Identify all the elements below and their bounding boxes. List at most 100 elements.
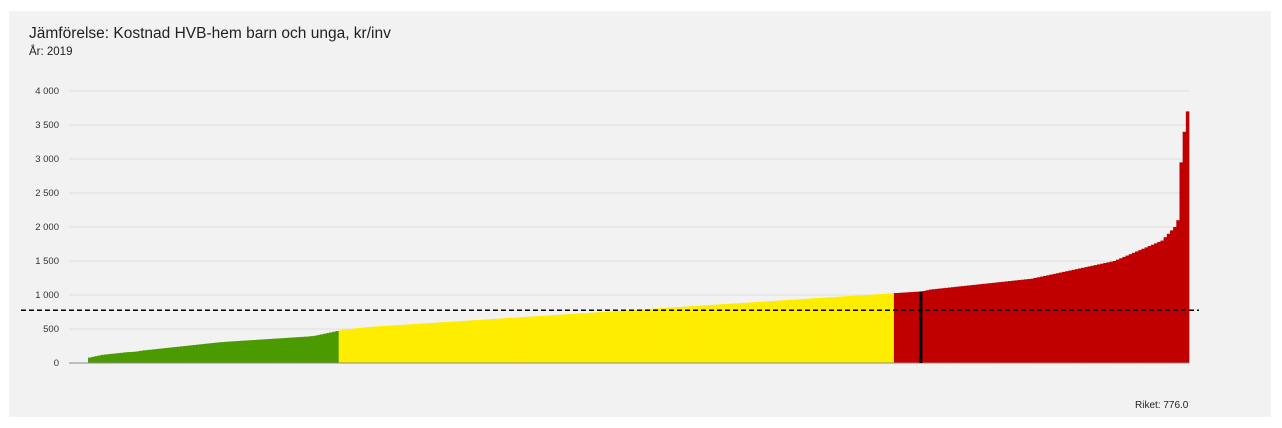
bar[interactable] bbox=[903, 292, 907, 363]
bar[interactable] bbox=[237, 340, 241, 363]
bar[interactable] bbox=[1049, 274, 1053, 363]
bar[interactable] bbox=[268, 338, 273, 363]
bar[interactable] bbox=[243, 340, 248, 363]
bar[interactable] bbox=[510, 317, 514, 363]
bar[interactable] bbox=[199, 344, 203, 363]
bar[interactable] bbox=[1033, 278, 1038, 363]
bar[interactable] bbox=[122, 352, 127, 363]
bar[interactable] bbox=[481, 319, 485, 363]
bar[interactable] bbox=[941, 288, 946, 363]
bar[interactable] bbox=[954, 286, 958, 363]
bar[interactable] bbox=[1043, 275, 1047, 363]
bar[interactable] bbox=[614, 311, 619, 363]
bar[interactable] bbox=[1116, 259, 1120, 363]
bar[interactable] bbox=[1008, 281, 1012, 363]
bar[interactable] bbox=[662, 307, 666, 363]
bar[interactable] bbox=[668, 307, 673, 363]
bar[interactable] bbox=[475, 320, 479, 363]
bar[interactable] bbox=[265, 339, 270, 363]
bar[interactable] bbox=[354, 328, 359, 363]
bar[interactable] bbox=[909, 292, 914, 363]
bar[interactable] bbox=[154, 349, 159, 363]
bar[interactable] bbox=[1182, 131, 1187, 363]
bar[interactable] bbox=[487, 319, 492, 363]
bar[interactable] bbox=[900, 292, 904, 363]
bar[interactable] bbox=[322, 333, 327, 363]
bar[interactable] bbox=[1081, 267, 1085, 363]
bar[interactable] bbox=[754, 302, 758, 363]
bar[interactable] bbox=[735, 303, 739, 363]
bar[interactable] bbox=[576, 313, 581, 364]
bar[interactable] bbox=[373, 326, 378, 363]
bar[interactable] bbox=[297, 337, 301, 363]
bar[interactable] bbox=[202, 343, 206, 363]
bar[interactable] bbox=[963, 285, 968, 363]
bar[interactable] bbox=[138, 350, 143, 363]
bar[interactable] bbox=[262, 339, 267, 363]
bar[interactable] bbox=[779, 300, 784, 363]
bar[interactable] bbox=[1052, 273, 1057, 363]
bar[interactable] bbox=[313, 335, 317, 363]
bar[interactable] bbox=[103, 354, 108, 364]
bar[interactable] bbox=[494, 318, 498, 363]
bar[interactable] bbox=[151, 349, 156, 363]
bar[interactable] bbox=[427, 323, 432, 363]
bar[interactable] bbox=[97, 355, 102, 363]
bar[interactable] bbox=[164, 348, 168, 363]
bar[interactable] bbox=[649, 308, 654, 363]
bar[interactable] bbox=[833, 296, 838, 363]
bar[interactable] bbox=[741, 302, 746, 363]
bar[interactable] bbox=[725, 303, 730, 363]
bar[interactable] bbox=[970, 285, 974, 363]
bar[interactable] bbox=[1138, 250, 1142, 363]
bar[interactable] bbox=[690, 306, 695, 363]
bar[interactable] bbox=[360, 327, 365, 363]
bar[interactable] bbox=[1039, 276, 1044, 363]
bar[interactable] bbox=[148, 349, 152, 363]
bar[interactable] bbox=[1093, 265, 1098, 363]
bar[interactable] bbox=[1090, 265, 1095, 363]
bar[interactable] bbox=[836, 296, 841, 363]
bar[interactable] bbox=[995, 282, 999, 363]
bar[interactable] bbox=[627, 310, 631, 363]
bar[interactable] bbox=[874, 294, 879, 363]
bar[interactable] bbox=[871, 294, 876, 363]
bar[interactable] bbox=[465, 320, 470, 363]
bar[interactable] bbox=[640, 309, 644, 363]
bar[interactable] bbox=[563, 314, 568, 363]
bar[interactable] bbox=[398, 324, 403, 363]
bar[interactable] bbox=[186, 345, 190, 363]
bar[interactable] bbox=[697, 305, 701, 363]
bar[interactable] bbox=[408, 324, 413, 363]
bar[interactable] bbox=[192, 344, 197, 363]
bar[interactable] bbox=[107, 354, 111, 363]
bar[interactable] bbox=[113, 353, 117, 363]
bar[interactable] bbox=[643, 309, 647, 363]
bar[interactable] bbox=[859, 295, 863, 363]
bar[interactable] bbox=[532, 316, 536, 363]
bar[interactable] bbox=[538, 315, 543, 363]
bar[interactable] bbox=[567, 314, 571, 363]
bar[interactable] bbox=[335, 331, 340, 363]
bar[interactable] bbox=[709, 304, 714, 363]
bar[interactable] bbox=[570, 313, 574, 363]
bar[interactable] bbox=[446, 321, 451, 363]
bar[interactable] bbox=[1147, 246, 1152, 363]
bar[interactable] bbox=[1058, 272, 1063, 363]
bar[interactable] bbox=[1154, 243, 1158, 363]
bar[interactable] bbox=[897, 292, 901, 363]
bar[interactable] bbox=[820, 297, 825, 363]
bar[interactable] bbox=[443, 322, 447, 363]
bar[interactable] bbox=[1179, 162, 1183, 363]
bar[interactable] bbox=[525, 316, 530, 363]
bar[interactable] bbox=[281, 338, 286, 363]
bar[interactable] bbox=[849, 295, 854, 363]
bar[interactable] bbox=[94, 356, 98, 363]
bar[interactable] bbox=[1122, 256, 1126, 363]
bar[interactable] bbox=[598, 312, 603, 363]
bar[interactable] bbox=[751, 302, 755, 363]
bar[interactable] bbox=[592, 312, 597, 363]
bar[interactable] bbox=[1062, 271, 1066, 363]
bar[interactable] bbox=[544, 315, 549, 363]
bar[interactable] bbox=[1020, 279, 1025, 363]
